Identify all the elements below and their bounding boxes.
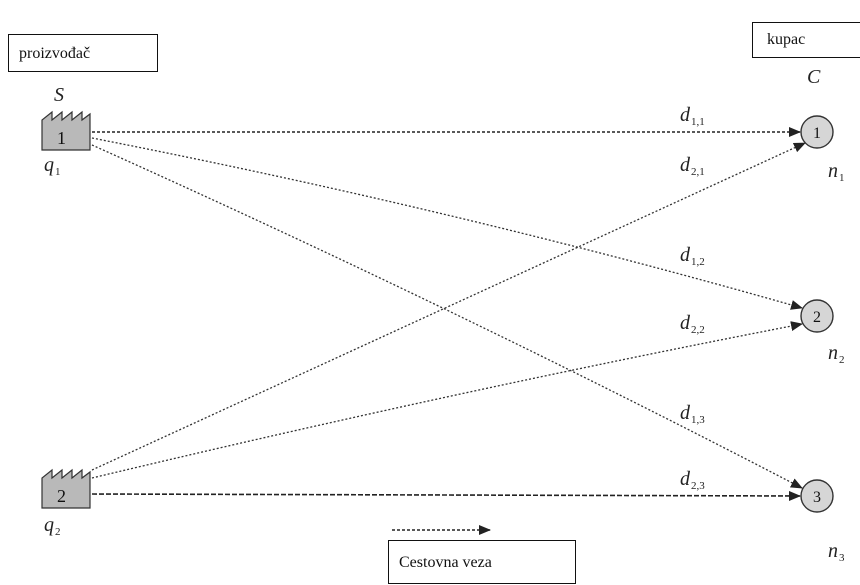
customer-node-1: 1 xyxy=(800,115,834,149)
edge-label-2-3: d2,3 xyxy=(680,468,705,492)
edge-label-1-3: d1,3 xyxy=(680,402,705,426)
edge-label-1-1: d1,1 xyxy=(680,104,705,128)
edge-1-2 xyxy=(91,137,803,310)
sources-label: S xyxy=(54,84,64,106)
customer-node-3: 3 xyxy=(800,479,834,513)
factory-1-number: 1 xyxy=(57,128,66,148)
factory-2-number: 2 xyxy=(57,486,66,506)
demand-label-3: n3 xyxy=(828,540,845,564)
customer-box-label: kupac xyxy=(767,31,806,48)
customer-3-number: 3 xyxy=(813,489,821,506)
factory-1-icon: 1 xyxy=(41,110,91,151)
factory-2-icon: 2 xyxy=(41,468,91,509)
supply-label-1: q1 xyxy=(44,154,61,178)
edge-1-3 xyxy=(91,144,803,489)
demand-label-1: n1 xyxy=(828,160,845,184)
edge-label-2-2: d2,2 xyxy=(680,312,705,336)
customer-2-number: 2 xyxy=(813,309,821,326)
edge-2-3 xyxy=(91,490,801,501)
supply-label-2: q2 xyxy=(44,514,61,538)
customer-node-2: 2 xyxy=(800,299,834,333)
edge-2-2 xyxy=(91,321,803,479)
customer-1-number: 1 xyxy=(813,125,821,142)
demand-label-2: n2 xyxy=(828,342,845,366)
producer-box-label: proizvođač xyxy=(19,45,91,62)
customer-box: kupac xyxy=(752,22,860,58)
edge-2-1 xyxy=(91,142,806,471)
customers-label: C xyxy=(807,66,821,88)
edge-label-2-1: d2,1 xyxy=(680,154,705,178)
legend-label: Cestovna veza xyxy=(399,554,492,571)
edge-label-1-2: d1,2 xyxy=(680,244,705,268)
legend-box: Cestovna veza xyxy=(388,540,576,584)
producer-box: proizvođač xyxy=(8,34,158,72)
